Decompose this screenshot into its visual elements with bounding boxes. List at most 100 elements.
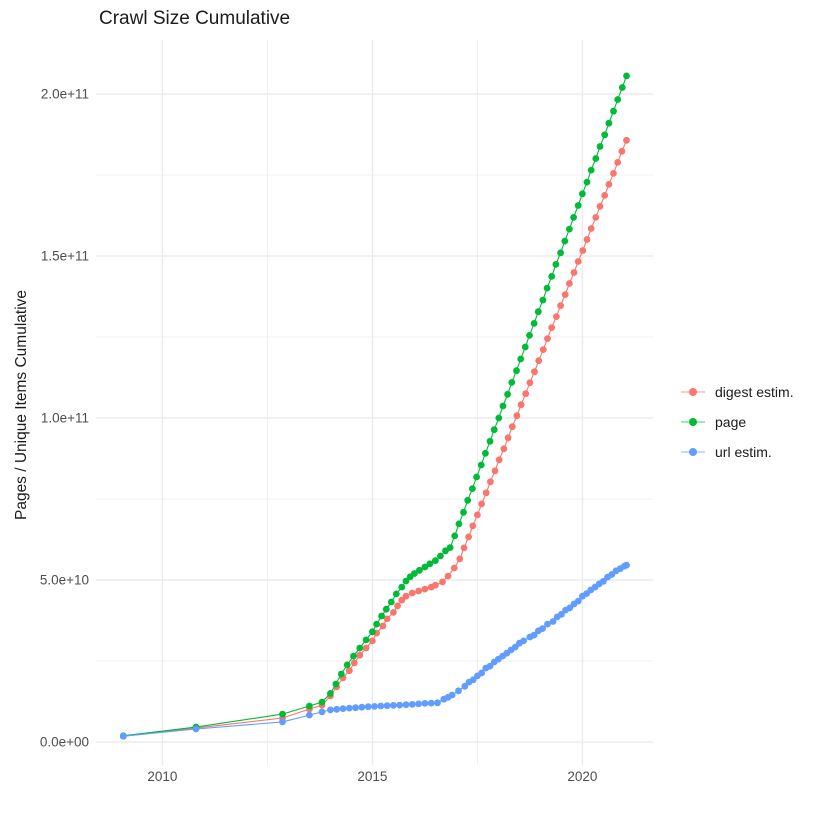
data-point (508, 423, 516, 431)
data-point (534, 308, 542, 316)
data-point (448, 691, 456, 699)
data-point (561, 237, 569, 245)
data-point (421, 563, 429, 571)
data-point (119, 732, 127, 740)
data-point (383, 702, 391, 710)
data-point (478, 669, 485, 677)
data-point (460, 544, 468, 552)
y-tick-label: 5.0e+10 (40, 573, 89, 588)
data-point (601, 131, 609, 139)
data-point (601, 192, 609, 199)
data-point (387, 598, 395, 606)
data-point (415, 700, 422, 708)
data-point (356, 644, 364, 652)
data-point (337, 670, 345, 678)
data-point (549, 618, 557, 625)
data-point (473, 473, 480, 481)
y-tick-label: 1.0e+11 (41, 411, 89, 426)
data-point (350, 652, 357, 660)
data-point (587, 225, 595, 232)
data-point (461, 682, 469, 690)
data-point (306, 711, 313, 719)
data-point (614, 159, 622, 166)
data-point (513, 367, 520, 375)
data-point (371, 703, 378, 710)
data-point (192, 725, 200, 733)
data-point (279, 718, 286, 726)
data-point (279, 710, 286, 718)
data-point (526, 379, 534, 387)
data-point (343, 661, 351, 669)
data-point (426, 560, 434, 568)
data-point (451, 532, 459, 540)
data-point (490, 426, 498, 434)
data-point (402, 701, 410, 709)
data-point (378, 612, 385, 620)
data-point (402, 592, 410, 600)
data-point (504, 434, 512, 442)
data-point (379, 622, 387, 630)
data-point (579, 247, 587, 254)
legend-label: page (715, 414, 747, 430)
data-point (522, 390, 530, 398)
y-tick-label: 0.0e+00 (40, 735, 89, 750)
data-point (455, 520, 463, 528)
data-point (382, 605, 390, 613)
data-point (539, 625, 546, 632)
data-point (610, 170, 617, 177)
data-point (332, 680, 340, 688)
data-point (553, 313, 560, 320)
data-point (539, 296, 547, 304)
data-point (478, 500, 485, 508)
data-point (495, 456, 503, 464)
y-tick-label: 1.5e+11 (41, 249, 89, 264)
data-point (531, 368, 538, 376)
series-digest-estim (119, 136, 630, 740)
data-point (465, 533, 472, 541)
legend-item-digest-estim: digest estim. (680, 377, 794, 407)
data-point (339, 705, 347, 712)
data-point (526, 332, 533, 339)
data-point (561, 291, 569, 298)
data-point (487, 478, 494, 486)
data-point (499, 402, 507, 410)
data-point (437, 552, 444, 560)
data-point (574, 258, 582, 265)
data-point (318, 698, 326, 706)
x-tick-label: 2020 (567, 769, 597, 784)
data-point (521, 343, 529, 351)
data-point (477, 461, 485, 469)
data-point (390, 609, 397, 616)
data-point (504, 390, 511, 398)
data-point (427, 699, 435, 707)
data-point (548, 324, 556, 331)
data-point (592, 214, 600, 221)
data-point (566, 280, 573, 287)
data-point (390, 702, 397, 709)
data-point (460, 508, 467, 516)
data-point (421, 585, 429, 593)
data-point (623, 561, 630, 569)
data-point (574, 202, 582, 209)
data-point (520, 637, 527, 645)
series-url-estim (119, 561, 630, 740)
data-point (421, 700, 429, 707)
data-point (439, 578, 446, 586)
data-point (377, 702, 385, 710)
data-point (495, 414, 503, 422)
data-point (596, 203, 604, 210)
data-point (369, 628, 376, 636)
data-point (517, 401, 525, 409)
data-point (530, 320, 538, 327)
data-point (548, 273, 556, 280)
data-point (450, 564, 458, 572)
data-point (358, 703, 366, 711)
data-point (543, 284, 551, 292)
legend-key-dot (689, 448, 697, 456)
data-point (486, 662, 494, 670)
y-tick-label: 2.0e+11 (41, 87, 89, 102)
legend-key-dot (689, 388, 697, 396)
data-point (352, 704, 359, 712)
series-line-digest-estim (123, 140, 628, 737)
data-point (432, 581, 439, 589)
